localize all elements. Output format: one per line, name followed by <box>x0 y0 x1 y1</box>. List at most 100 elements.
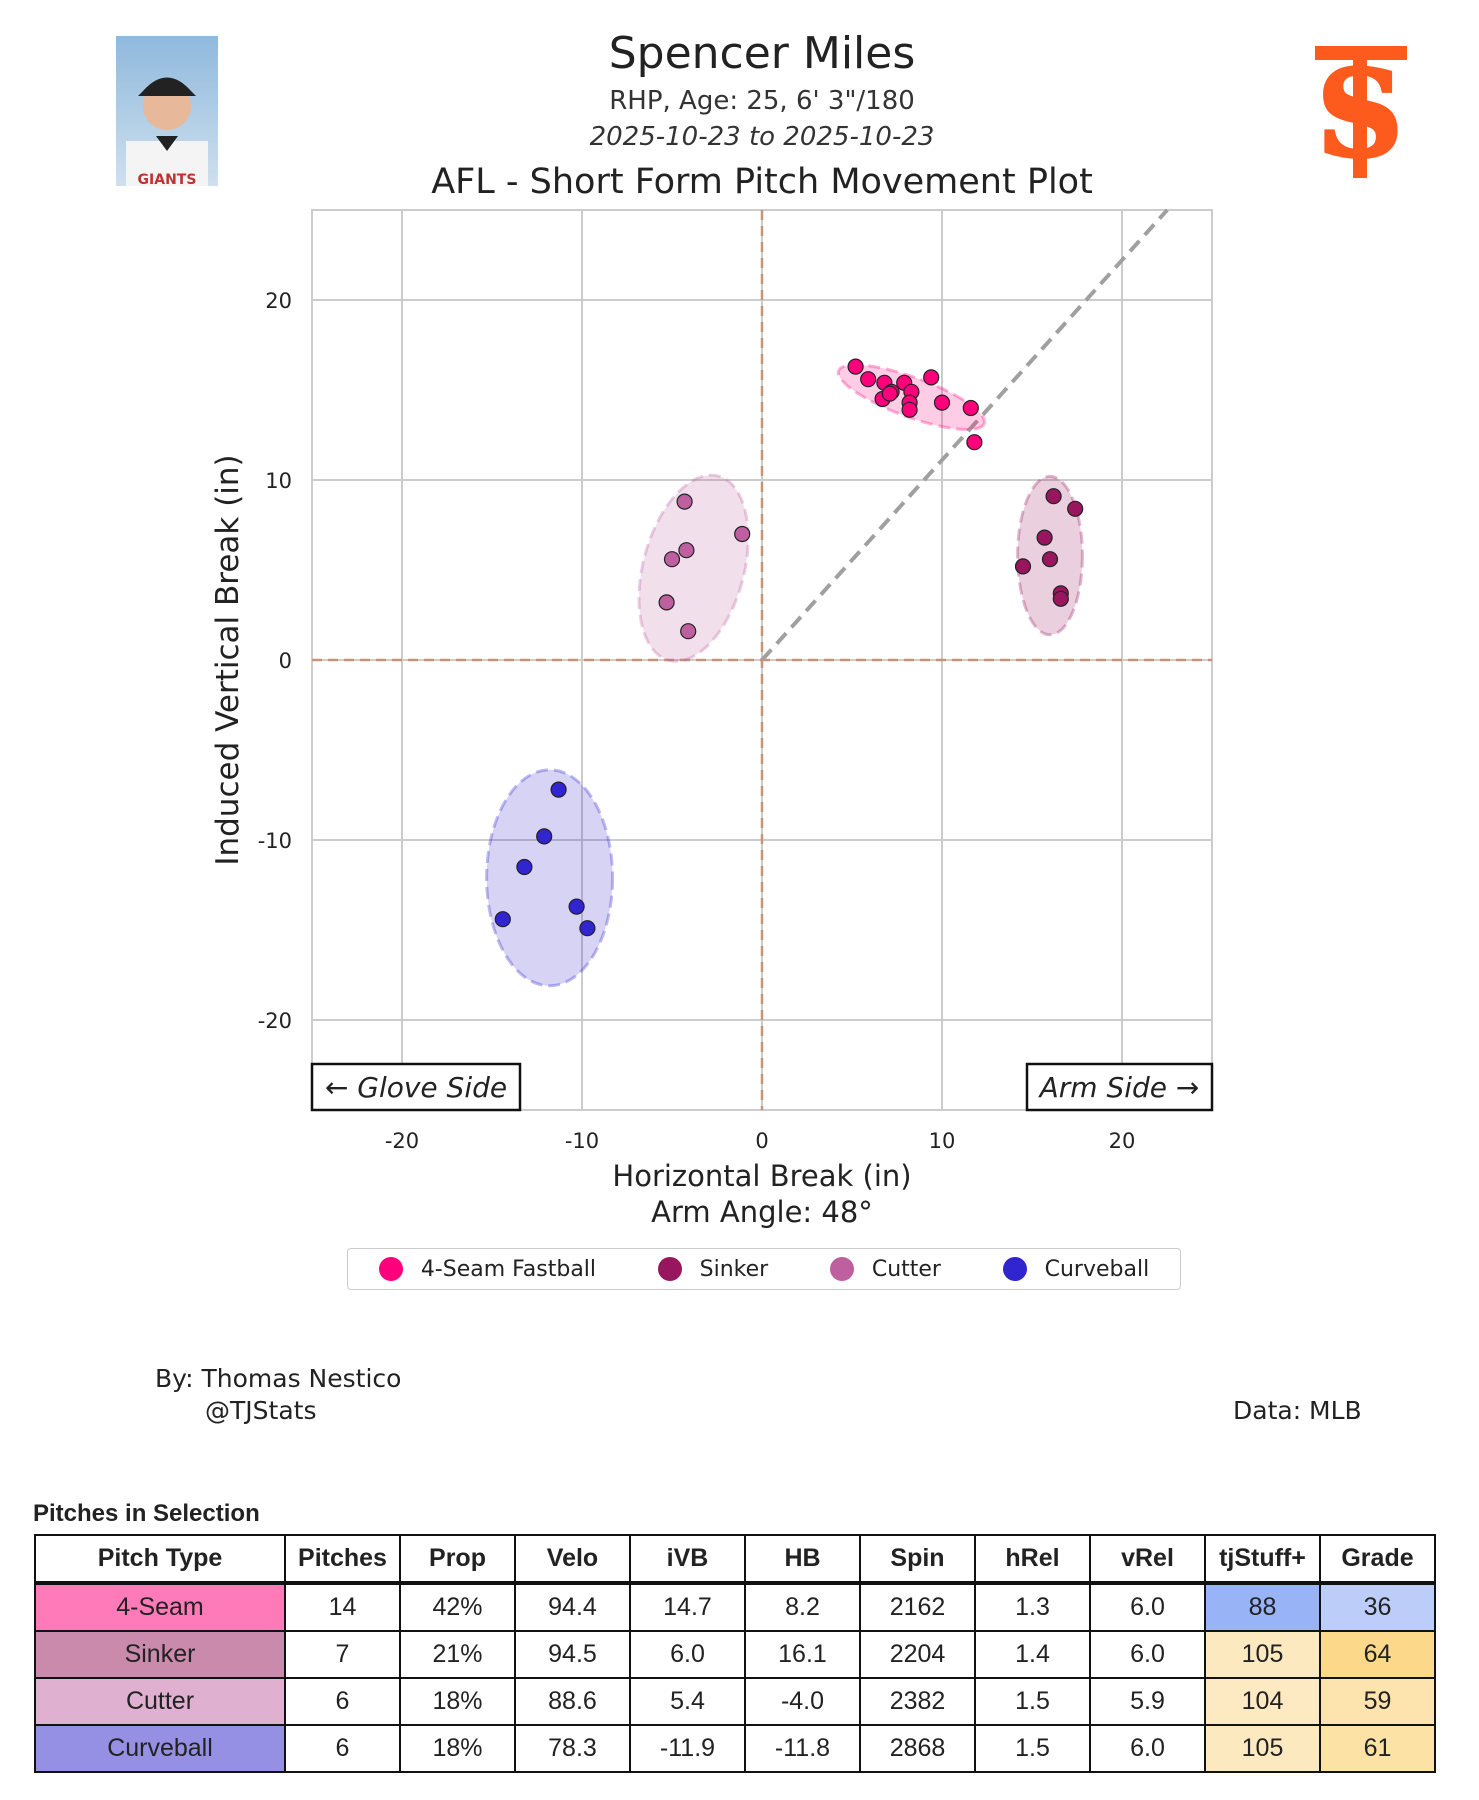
y-tick-label: -20 <box>258 1009 292 1033</box>
data-point <box>658 594 675 611</box>
pitch-type-cell: Sinker <box>34 1630 286 1679</box>
table-cell: 94.4 <box>514 1582 631 1632</box>
movement-plot: -20 -10 0 10 20 20 10 0 -10 -20 ← Glove Side Arm Si… <box>210 208 1214 1229</box>
table-cell: 6 <box>284 1677 401 1726</box>
table-cell: 94.5 <box>514 1630 631 1679</box>
player-bio: RHP, Age: 25, 6' 3"/180 <box>609 86 915 116</box>
table-cell: -4.0 <box>744 1677 861 1726</box>
column-header: Velo <box>514 1534 631 1585</box>
data-point <box>1052 590 1069 607</box>
table-cell: 2382 <box>859 1677 976 1726</box>
table-row: Curveball 6 18% 78.3 -11.9 -11.8 2868 1.5 6.0 105… <box>34 1724 1436 1773</box>
author-credit: By: Thomas Nestico <box>155 1364 402 1393</box>
svg-text:GIANTS: GIANTS <box>138 172 197 186</box>
data-point <box>536 828 553 845</box>
table-cell: 1.5 <box>974 1724 1091 1773</box>
table-cell: 14 <box>284 1582 401 1632</box>
y-tick-label: 20 <box>265 289 292 313</box>
x-tick-label: -20 <box>385 1129 419 1153</box>
column-header: hRel <box>974 1534 1091 1585</box>
data-source: Data: MLB <box>1233 1396 1362 1425</box>
table-cell: 6.0 <box>1089 1724 1206 1773</box>
table-cell: 104 <box>1204 1677 1321 1726</box>
table-cell: 5.4 <box>629 1677 746 1726</box>
x-tick-label: 0 <box>755 1129 768 1153</box>
legend-marker <box>829 1257 854 1281</box>
data-point <box>579 920 596 937</box>
table-cell: 2162 <box>859 1582 976 1632</box>
legend-label: Curveball <box>1044 1256 1150 1282</box>
data-point <box>676 493 693 510</box>
pitch-type-cell: Cutter <box>34 1677 286 1726</box>
column-header: Pitch Type <box>34 1534 286 1585</box>
table-cell: 14.7 <box>629 1582 746 1632</box>
table-cell: 16.1 <box>744 1630 861 1679</box>
column-header: HB <box>744 1534 861 1585</box>
legend-marker <box>378 1257 403 1281</box>
table-cell: 6 <box>284 1724 401 1773</box>
legend-item: Sinker <box>657 1257 768 1282</box>
table-cell: 21% <box>399 1630 516 1679</box>
data-point <box>901 401 918 418</box>
pitch-ellipse <box>637 473 750 663</box>
data-point <box>516 858 533 876</box>
data-point <box>923 369 940 386</box>
column-header: Spin <box>859 1534 976 1585</box>
table-cell: 8.2 <box>744 1582 861 1632</box>
y-tick-label: 10 <box>265 469 292 493</box>
column-header: Pitches <box>284 1534 401 1585</box>
data-point <box>966 434 983 451</box>
annotation-text: Arm Side → <box>1038 1071 1200 1104</box>
data-point <box>494 911 511 928</box>
legend-item: 4-Seam Fastball <box>378 1256 597 1282</box>
table-row: Sinker 7 21% 94.5 6.0 16.1 2204 1.4 6.0 105 64 <box>34 1630 1436 1679</box>
table-cell: 42% <box>399 1582 516 1632</box>
legend-marker <box>1002 1257 1027 1281</box>
column-header: Grade <box>1319 1534 1436 1585</box>
data-point <box>1067 500 1084 517</box>
data-point <box>860 371 877 388</box>
table-title: Pitches in Selection <box>33 1500 260 1527</box>
y-axis-label: Induced Vertical Break (in) <box>210 454 246 865</box>
table-row: 4-Seam 14 42% 94.4 14.7 8.2 2162 1.3 6.0 88 36 <box>34 1582 1436 1632</box>
pitch-type-cell: Curveball <box>34 1724 286 1773</box>
table-cell: 61 <box>1319 1724 1436 1773</box>
table-cell: 6.0 <box>1089 1630 1206 1679</box>
x-tick-label: 20 <box>1109 1129 1136 1153</box>
data-point <box>933 394 951 411</box>
table-cell: -11.8 <box>744 1724 861 1773</box>
table-cell: 59 <box>1319 1677 1436 1726</box>
table-cell: 7 <box>284 1630 401 1679</box>
legend-item: Cutter <box>829 1256 941 1282</box>
data-point <box>881 385 898 402</box>
author-handle: @TJStats <box>205 1396 317 1425</box>
legend-label: 4-Seam Fastball <box>420 1256 597 1282</box>
glove-side-label: ← Glove Side <box>310 1062 522 1112</box>
data-point <box>680 623 697 640</box>
column-header: iVB <box>629 1534 746 1585</box>
x-tick-label: 10 <box>929 1129 956 1153</box>
legend-label: Cutter <box>871 1256 941 1282</box>
column-header: vRel <box>1089 1534 1206 1585</box>
column-header: tjStuff+ <box>1204 1534 1321 1585</box>
pitch-table: Pitch Type Pitches Prop Velo iVB HB Spin hRel vR… <box>34 1534 1436 1773</box>
legend-item: Curveball <box>1002 1256 1150 1282</box>
data-point <box>734 525 751 543</box>
data-point <box>1041 551 1059 568</box>
arm-angle-label: Arm Angle: 48° <box>651 1195 873 1229</box>
table-cell: 18% <box>399 1724 516 1773</box>
table-cell: 18% <box>399 1677 516 1726</box>
column-header: Prop <box>399 1534 516 1585</box>
plot-title: AFL - Short Form Pitch Movement Plot <box>431 162 1093 202</box>
table-cell: 1.3 <box>974 1582 1091 1632</box>
table-cell: -11.9 <box>629 1724 746 1773</box>
arm-angle-line <box>760 208 1169 662</box>
y-tick-label: 0 <box>279 649 292 673</box>
pitch-type-cell: 4-Seam <box>34 1582 286 1632</box>
table-cell: 64 <box>1319 1630 1436 1679</box>
x-axis-label: Horizontal Break (in) <box>612 1159 911 1193</box>
data-point <box>1045 488 1062 505</box>
table-cell: 88 <box>1204 1582 1321 1632</box>
table-cell: 105 <box>1204 1724 1321 1773</box>
table-cell: 1.5 <box>974 1677 1091 1726</box>
